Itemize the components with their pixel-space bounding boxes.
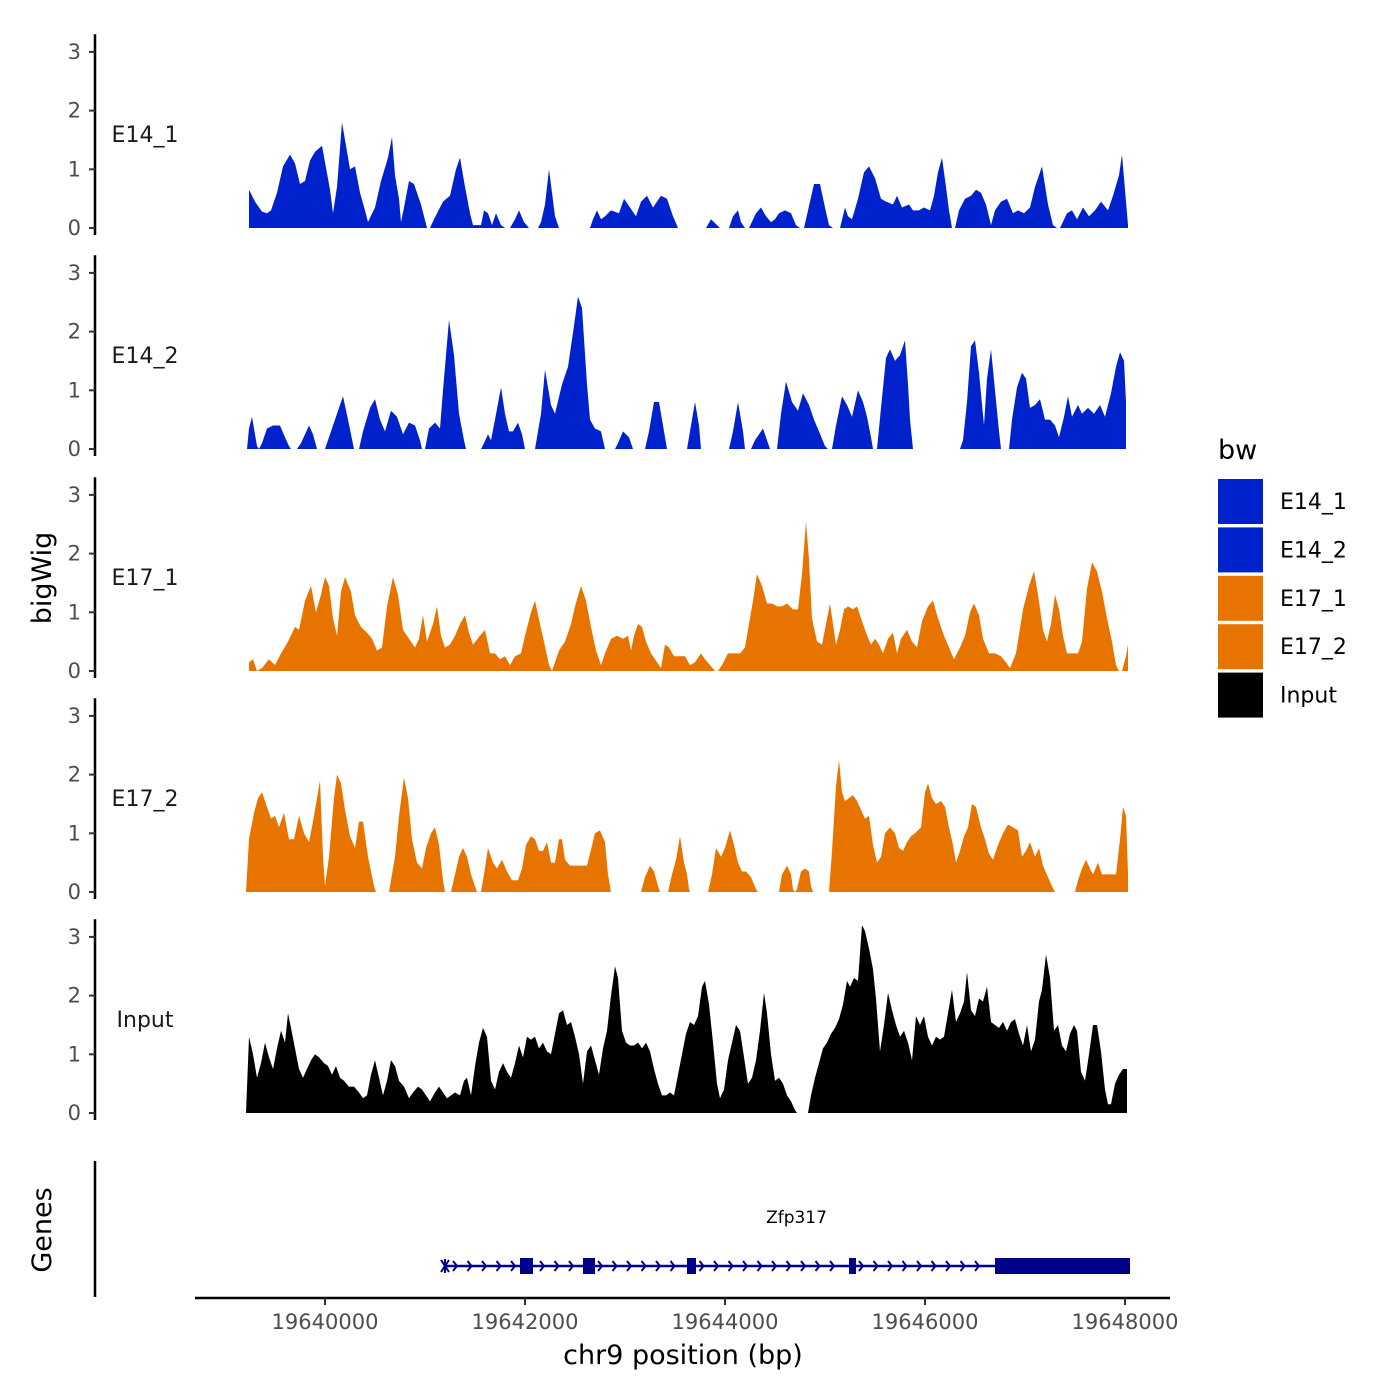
strand-arrow <box>887 1260 894 1272</box>
y-tick-label: 2 <box>68 320 81 344</box>
gene-track: Zfp317 <box>93 1161 1130 1297</box>
strand-arrow <box>916 1260 923 1272</box>
strand-arrow <box>539 1260 546 1272</box>
strand-arrow <box>713 1260 720 1272</box>
legend-label-e14-1: E14_1 <box>1280 490 1347 515</box>
y-tick-label: 1 <box>68 821 81 845</box>
y-tick-label: 0 <box>68 659 81 683</box>
signal-tracks: 0 1 2 3 E14_1 0 1 2 3 E14_2 0 1 2 3 E17_1 0 1 2 3 E17_2 0 1 2 3… <box>68 34 1128 1125</box>
strand-arrow <box>945 1260 952 1272</box>
legend: bw E14_1 E14_2 E17_1 E17_2 Input <box>1218 435 1347 718</box>
y-tick-label: 0 <box>68 437 81 461</box>
legend-swatch-e17-2 <box>1218 624 1263 670</box>
strand-arrow <box>655 1260 662 1272</box>
y-tick-label: 3 <box>68 483 81 507</box>
strand-arrow <box>495 1260 502 1272</box>
strand-arrow <box>771 1260 778 1272</box>
x-tick-label: 19640000 <box>272 1310 379 1334</box>
strand-arrow <box>800 1260 807 1272</box>
area-input <box>246 925 1127 1113</box>
strand-arrow <box>814 1260 821 1272</box>
track-label-e17-1: E17_1 <box>112 566 179 591</box>
strand-arrow <box>669 1260 676 1272</box>
strand-arrow <box>930 1260 937 1272</box>
x-axis: 19640000 19642000 19644000 19646000 19648000 <box>195 1296 1179 1334</box>
legend-swatch-e14-2 <box>1218 527 1263 573</box>
x-tick-label: 19648000 <box>1072 1310 1179 1334</box>
track-e17-1: 0 1 2 3 E17_1 <box>68 477 1128 683</box>
strand-arrow <box>626 1260 633 1272</box>
y-tick-label: 2 <box>68 542 81 566</box>
strand-arrow <box>756 1260 763 1272</box>
y-tick-label: 3 <box>68 925 81 949</box>
strand-arrow <box>858 1260 865 1272</box>
area-e17-1 <box>249 521 1128 671</box>
legend-label-e14-2: E14_2 <box>1280 538 1347 563</box>
strand-arrow <box>597 1260 604 1272</box>
strand-arrow <box>568 1260 575 1272</box>
strand-arrow <box>452 1260 459 1272</box>
track-label-e14-1: E14_1 <box>112 123 179 148</box>
strand-arrow <box>640 1260 647 1272</box>
strand-arrow <box>481 1260 488 1272</box>
gene-exon <box>583 1258 595 1274</box>
gene-track-title: Genes <box>27 1187 58 1272</box>
strand-arrow <box>829 1260 836 1272</box>
y-tick-label: 2 <box>68 99 81 123</box>
y-tick-label: 1 <box>68 157 81 181</box>
legend-label-input: Input <box>1280 684 1337 709</box>
y-tick-label: 3 <box>68 40 81 64</box>
y-tick-label: 0 <box>68 1101 81 1125</box>
legend-label-e17-2: E17_2 <box>1280 635 1347 660</box>
y-tick-label: 1 <box>68 1042 81 1066</box>
gene-exon <box>995 1258 1130 1274</box>
gene-exon <box>520 1258 533 1274</box>
strand-arrow <box>611 1260 618 1272</box>
legend-swatch-input <box>1218 672 1263 718</box>
legend-title: bw <box>1218 435 1257 466</box>
track-label-e17-2: E17_2 <box>112 787 179 812</box>
y-tick-label: 3 <box>68 261 81 285</box>
x-tick-label: 19642000 <box>472 1310 579 1334</box>
y-tick-label: 0 <box>68 216 81 240</box>
gene-exon <box>687 1258 696 1274</box>
strand-arrow <box>872 1260 879 1272</box>
area-e17-2 <box>246 759 1128 892</box>
track-label-input: Input <box>117 1008 174 1033</box>
track-e17-2: 0 1 2 3 E17_2 <box>68 698 1128 904</box>
strand-arrow <box>742 1260 749 1272</box>
strand-arrow <box>510 1260 517 1272</box>
track-e14-2: 0 1 2 3 E14_2 <box>68 255 1126 461</box>
strand-arrow <box>698 1260 705 1272</box>
area-e14-1 <box>249 122 1128 228</box>
y-tick-label: 2 <box>68 984 81 1008</box>
area-e14-2 <box>247 296 1126 449</box>
y-tick-label: 3 <box>68 704 81 728</box>
strand-arrow <box>466 1260 473 1272</box>
legend-swatch-e14-1 <box>1218 479 1263 524</box>
y-tick-label: 1 <box>68 600 81 624</box>
y-tick-label: 1 <box>68 378 81 402</box>
track-label-e14-2: E14_2 <box>112 344 179 369</box>
strand-arrow <box>785 1260 792 1272</box>
x-tick-label: 19644000 <box>672 1310 779 1334</box>
strand-arrow <box>727 1260 734 1272</box>
y-axis-title: bigWig <box>27 532 58 625</box>
track-e14-1: 0 1 2 3 E14_1 <box>68 34 1128 240</box>
x-tick-label: 19646000 <box>872 1310 979 1334</box>
gene-name-label: Zfp317 <box>766 1208 827 1228</box>
track-input: 0 1 2 3 Input <box>68 919 1127 1125</box>
strand-arrow <box>553 1260 560 1272</box>
strand-arrow <box>974 1260 981 1272</box>
strand-arrow <box>959 1260 966 1272</box>
y-tick-label: 2 <box>68 763 81 787</box>
x-axis-title: chr9 position (bp) <box>563 1340 803 1371</box>
legend-label-e17-1: E17_1 <box>1280 587 1347 612</box>
strand-arrow <box>901 1260 908 1272</box>
y-tick-label: 0 <box>68 880 81 904</box>
legend-swatch-e17-1 <box>1218 575 1263 621</box>
gene-exon <box>849 1258 856 1274</box>
